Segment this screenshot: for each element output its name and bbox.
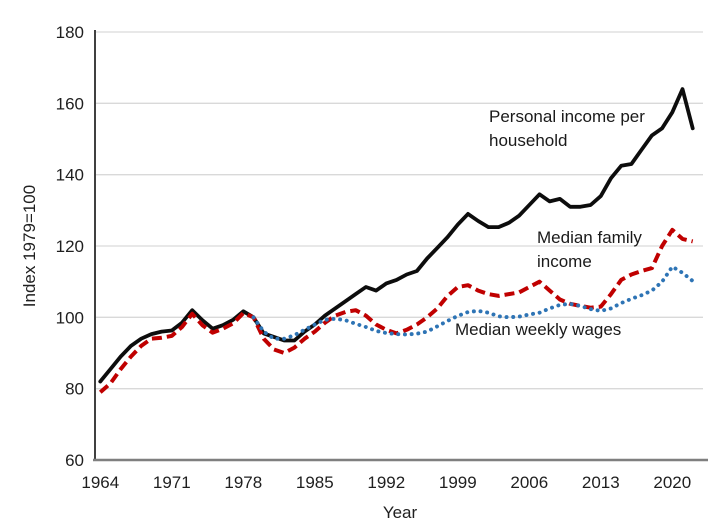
x-tick-label-2013: 2013 [582, 473, 620, 492]
series-line-personal-income-per-household [98, 87, 695, 384]
series-line-median-weekly-wages [251, 264, 695, 341]
x-tick-label-1978: 1978 [224, 473, 262, 492]
y-tick-label-100: 100 [56, 308, 84, 327]
y-axis-title: Index 1979=100 [20, 184, 39, 308]
x-tick-label-1992: 1992 [367, 473, 405, 492]
x-tick-label-1964: 1964 [81, 473, 119, 492]
x-tick-label-2020: 2020 [653, 473, 691, 492]
x-tick-label-1971: 1971 [153, 473, 191, 492]
series-label-median-family-income: Median family income [537, 228, 642, 271]
y-tick-label-80: 80 [65, 380, 84, 399]
x-tick-label-1985: 1985 [296, 473, 334, 492]
x-tick-label-1999: 1999 [439, 473, 477, 492]
y-tick-label-60: 60 [65, 451, 84, 470]
y-tick-label-120: 120 [56, 237, 84, 256]
series-label-personal-income-per-household: Personal income per household [489, 107, 645, 150]
series-label-median-weekly-wages: Median weekly wages [455, 320, 622, 339]
y-tick-label-160: 160 [56, 94, 84, 113]
x-axis-title: Year [382, 503, 418, 522]
y-tick-label-140: 140 [56, 166, 84, 185]
x-tick-label-2006: 2006 [510, 473, 548, 492]
y-tick-label-180: 180 [56, 23, 84, 42]
